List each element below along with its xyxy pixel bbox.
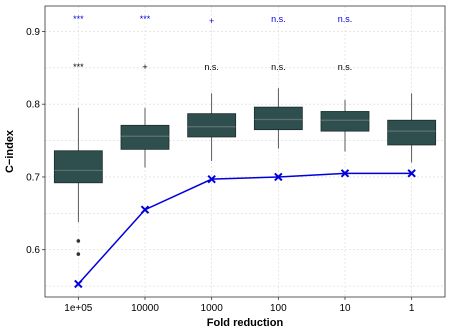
series-point-1 [407,169,416,178]
x-tick-label: 1 [409,303,415,314]
x-tick-label: 10000 [131,303,159,314]
box-10000 [120,124,170,150]
significance-label-top: *** [73,14,84,24]
box-10 [320,111,370,132]
box-1e+05 [53,150,103,184]
box-outlier [76,239,81,243]
series-point-100 [274,172,283,182]
series-point-1000 [207,174,216,184]
box-1000 [187,113,237,138]
line-series [74,169,416,289]
boxplots [53,88,437,256]
significance-label-top: n.s. [271,14,286,24]
box-1 [387,119,437,146]
significance-label-mid: n.s. [204,62,219,72]
significance-annotations: *** *** + n.s. n.s. *** + n.s. n.s. n.s. [73,14,352,72]
significance-label-mid: n.s. [271,62,286,72]
significance-label-top: *** [140,14,151,24]
x-tick-label: 1e+05 [64,303,93,314]
box-100 [253,106,303,131]
x-tick-label: 100 [270,303,287,314]
y-axis-title: C−index [4,129,16,173]
axes: 0.6 0.7 0.8 0.9 1e+05 10000 1000 100 10 1 [26,27,415,314]
x-tick-label: 10 [339,303,351,314]
series-point-1e+05 [74,279,83,289]
box-outlier [76,252,81,256]
significance-label-top: + [209,16,214,26]
series-point-10 [340,169,350,178]
y-tick-label: 0.9 [26,27,40,38]
significance-label-mid: + [142,62,147,72]
y-tick-label: 0.6 [26,245,40,256]
significance-label-mid: *** [73,62,84,72]
series-point-10000 [140,205,150,214]
series-line [77,172,412,285]
y-tick-label: 0.8 [26,100,40,111]
significance-label-mid: n.s. [338,62,353,72]
panel-border [44,5,446,298]
x-tick-label: 1000 [201,303,224,314]
y-tick-label: 0.7 [26,172,40,183]
x-axis-title: Fold reduction [207,317,284,329]
significance-label-top: n.s. [338,14,353,24]
